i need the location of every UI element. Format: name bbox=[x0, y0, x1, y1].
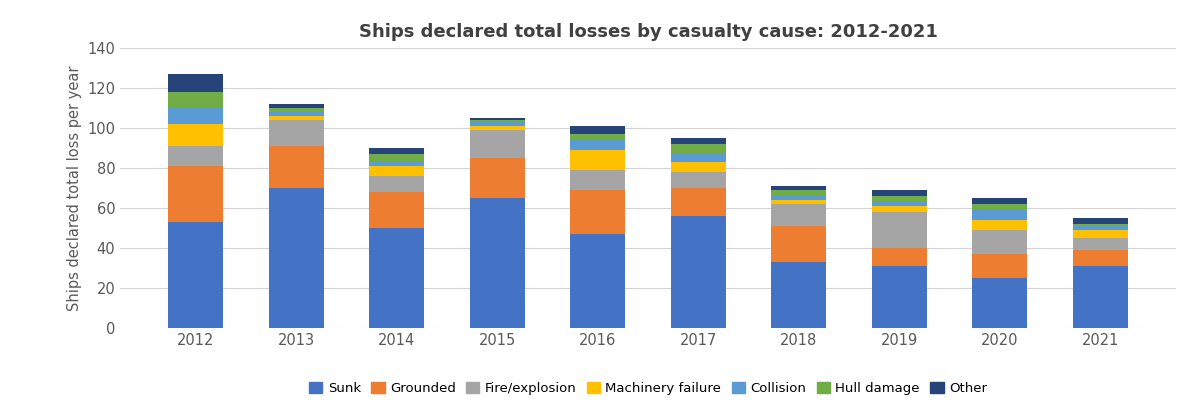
Bar bbox=[570, 126, 625, 134]
Bar bbox=[570, 134, 625, 140]
Bar bbox=[772, 186, 827, 190]
Bar bbox=[269, 120, 324, 146]
Bar bbox=[671, 144, 726, 154]
Bar bbox=[871, 212, 926, 248]
Bar bbox=[871, 206, 926, 212]
Bar bbox=[168, 166, 223, 222]
Bar bbox=[570, 140, 625, 150]
Bar bbox=[269, 108, 324, 112]
Bar bbox=[1073, 238, 1128, 250]
Bar bbox=[972, 230, 1027, 254]
Bar bbox=[370, 176, 425, 192]
Bar bbox=[168, 108, 223, 124]
Bar bbox=[871, 202, 926, 206]
Y-axis label: Ships declared total loss per year: Ships declared total loss per year bbox=[66, 65, 82, 311]
Bar bbox=[772, 196, 827, 200]
Bar bbox=[570, 190, 625, 234]
Bar bbox=[370, 192, 425, 228]
Bar bbox=[469, 198, 524, 328]
Bar bbox=[1073, 226, 1128, 230]
Bar bbox=[269, 188, 324, 328]
Legend: Sunk, Grounded, Fire/explosion, Machinery failure, Collision, Hull damage, Other: Sunk, Grounded, Fire/explosion, Machiner… bbox=[304, 376, 992, 400]
Bar bbox=[269, 146, 324, 188]
Bar bbox=[1073, 250, 1128, 266]
Bar bbox=[1073, 218, 1128, 224]
Bar bbox=[168, 74, 223, 92]
Bar bbox=[469, 130, 524, 158]
Bar bbox=[469, 122, 524, 126]
Bar bbox=[972, 198, 1027, 204]
Bar bbox=[570, 234, 625, 328]
Bar bbox=[1073, 224, 1128, 226]
Bar bbox=[269, 116, 324, 120]
Bar bbox=[671, 216, 726, 328]
Bar bbox=[671, 172, 726, 188]
Bar bbox=[772, 204, 827, 226]
Bar bbox=[671, 188, 726, 216]
Bar bbox=[168, 222, 223, 328]
Bar bbox=[469, 126, 524, 130]
Bar bbox=[772, 226, 827, 262]
Bar bbox=[972, 278, 1027, 328]
Bar bbox=[772, 190, 827, 196]
Bar bbox=[269, 112, 324, 116]
Bar bbox=[570, 170, 625, 190]
Bar bbox=[370, 166, 425, 176]
Bar bbox=[469, 158, 524, 198]
Bar bbox=[972, 204, 1027, 210]
Bar bbox=[370, 228, 425, 328]
Bar bbox=[570, 150, 625, 170]
Bar bbox=[871, 248, 926, 266]
Bar bbox=[1073, 266, 1128, 328]
Title: Ships declared total losses by casualty cause: 2012-2021: Ships declared total losses by casualty … bbox=[359, 23, 937, 41]
Bar bbox=[370, 162, 425, 166]
Bar bbox=[370, 148, 425, 154]
Bar bbox=[871, 190, 926, 196]
Bar bbox=[469, 118, 524, 120]
Bar bbox=[168, 92, 223, 108]
Bar bbox=[871, 196, 926, 202]
Bar bbox=[972, 220, 1027, 230]
Bar bbox=[671, 154, 726, 162]
Bar bbox=[972, 254, 1027, 278]
Bar bbox=[772, 200, 827, 204]
Bar bbox=[168, 146, 223, 166]
Bar bbox=[871, 266, 926, 328]
Bar bbox=[469, 120, 524, 122]
Bar bbox=[269, 104, 324, 108]
Bar bbox=[370, 154, 425, 162]
Bar bbox=[1073, 230, 1128, 238]
Bar bbox=[772, 262, 827, 328]
Bar bbox=[671, 138, 726, 144]
Bar bbox=[972, 210, 1027, 220]
Bar bbox=[168, 124, 223, 146]
Bar bbox=[671, 162, 726, 172]
